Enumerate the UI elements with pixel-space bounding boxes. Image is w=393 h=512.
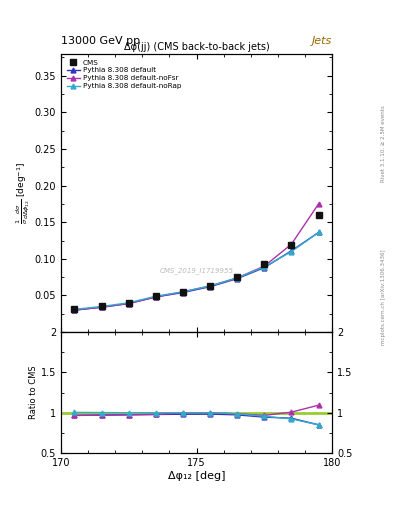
X-axis label: Δφ₁₂ [deg]: Δφ₁₂ [deg] (168, 471, 225, 481)
Text: mcplots.cern.ch [arXiv:1306.3436]: mcplots.cern.ch [arXiv:1306.3436] (381, 249, 386, 345)
Text: Rivet 3.1.10, ≥ 2.5M events: Rivet 3.1.10, ≥ 2.5M events (381, 105, 386, 182)
Legend: CMS, Pythia 8.308 default, Pythia 8.308 default-noFsr, Pythia 8.308 default-noRa: CMS, Pythia 8.308 default, Pythia 8.308 … (64, 57, 183, 91)
Text: 13000 GeV pp: 13000 GeV pp (61, 36, 140, 46)
Y-axis label: $\frac{1}{\sigma}\frac{d\sigma}{d\Delta\phi_{12}}$ [deg$^{-1}$]: $\frac{1}{\sigma}\frac{d\sigma}{d\Delta\… (14, 162, 32, 224)
Title: Δφ(jj) (CMS back-to-back jets): Δφ(jj) (CMS back-to-back jets) (124, 41, 269, 52)
Text: Jets: Jets (312, 36, 332, 46)
Text: CMS_2019_I1719955: CMS_2019_I1719955 (160, 267, 233, 274)
Y-axis label: Ratio to CMS: Ratio to CMS (29, 366, 38, 419)
